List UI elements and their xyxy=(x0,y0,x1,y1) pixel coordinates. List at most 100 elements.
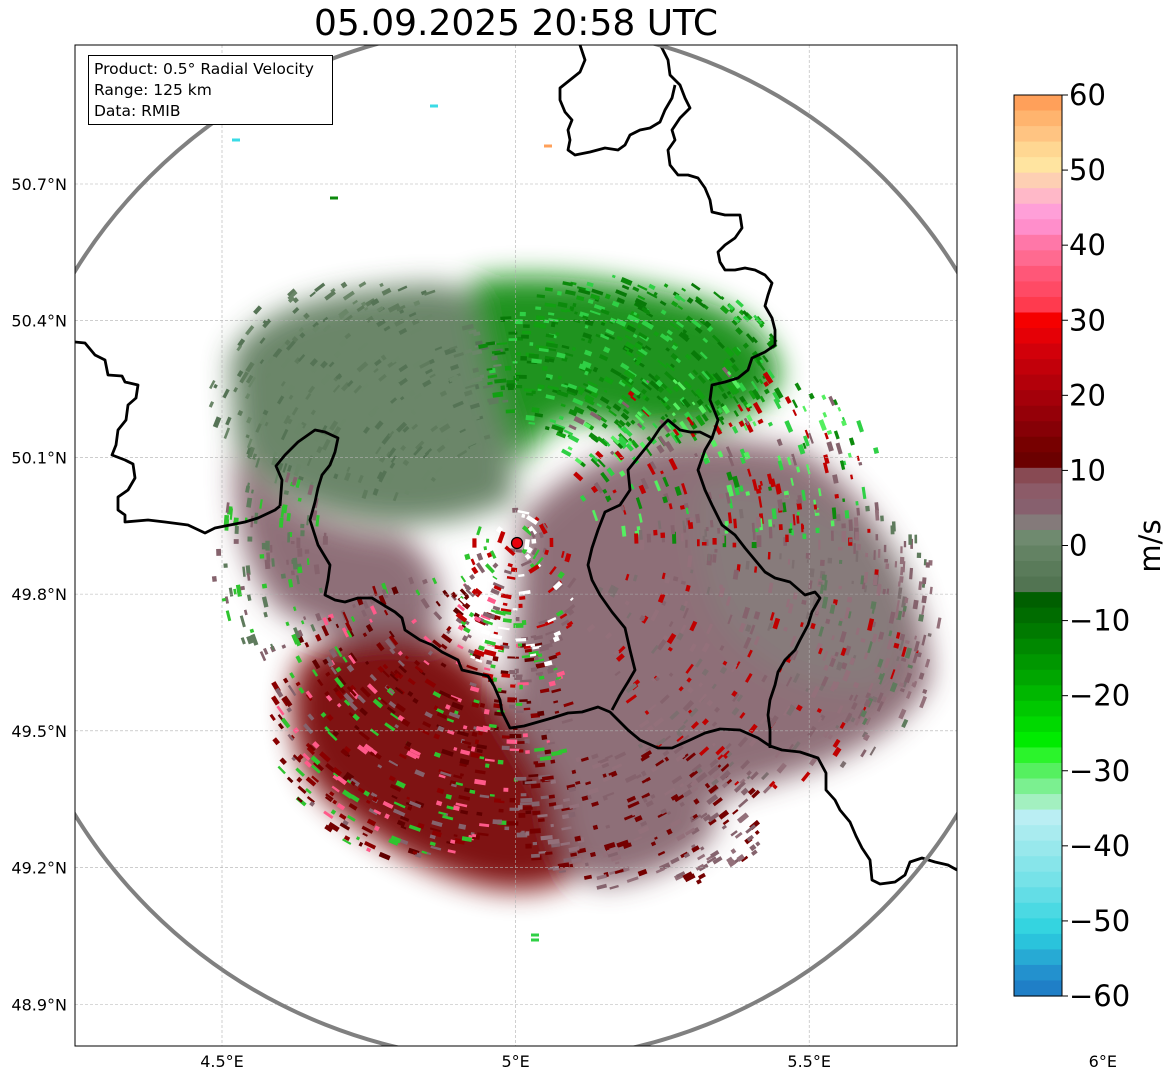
radar-echo-gate xyxy=(515,616,520,622)
radar-echo-gate xyxy=(421,470,431,481)
radar-echo-gate xyxy=(861,731,869,739)
radar-echo-gate xyxy=(644,446,653,457)
radar-echo-gate xyxy=(818,419,827,431)
radar-echo-gate xyxy=(551,688,562,694)
radar-echo-gate xyxy=(466,441,475,448)
radar-echo-gate xyxy=(832,738,841,749)
radar-echo-gate xyxy=(553,700,559,704)
radar-echo-gate xyxy=(665,362,675,372)
radar-echo-gate xyxy=(506,383,515,388)
radar-echo-gate xyxy=(685,752,696,762)
radar-echo-gate xyxy=(429,841,436,847)
radar-echo-gate xyxy=(731,363,740,373)
radar-echo-gate xyxy=(469,685,480,693)
radar-echo-gate xyxy=(610,854,622,862)
radar-echo-gate xyxy=(726,856,734,864)
radar-echo-gate xyxy=(508,704,516,709)
radar-echo-gate xyxy=(296,776,303,783)
radar-echo-gate xyxy=(927,632,932,637)
radar-echo-gate xyxy=(669,710,680,721)
radar-echo-gate xyxy=(796,499,800,504)
radar-echo-gate xyxy=(740,855,749,863)
radar-echo-gate xyxy=(246,573,251,581)
radar-echo-gate xyxy=(243,609,248,616)
radar-echo-gate xyxy=(606,846,620,855)
radar-echo-gate xyxy=(671,531,677,544)
radar-echo-gate xyxy=(650,765,659,773)
radar-echo-gate xyxy=(479,702,486,708)
radar-echo-gate xyxy=(726,484,734,497)
radar-echo-gate xyxy=(653,374,661,381)
radar-site-marker[interactable] xyxy=(510,536,524,550)
border-netherlands xyxy=(558,45,677,157)
radar-echo-gate xyxy=(395,780,406,789)
map-title: 05.09.2025 20:58 UTC xyxy=(313,3,719,44)
radar-echo-gate xyxy=(550,759,556,764)
radar-echo-gate xyxy=(665,442,675,453)
radar-echo-gate xyxy=(536,294,546,299)
lat-tick-label: 49.2°N xyxy=(11,859,67,878)
radar-echo-gate xyxy=(385,802,392,809)
radar-echo-gate xyxy=(474,587,483,596)
radar-echo-gate xyxy=(755,488,762,494)
radar-echo-gate xyxy=(333,473,339,480)
radar-echo-gate xyxy=(818,581,823,586)
radar-echo-gate xyxy=(731,707,740,716)
radar-echo-gate xyxy=(863,652,869,660)
radar-echo-gate xyxy=(884,558,889,563)
radar-echo-gate xyxy=(612,489,617,494)
radar-echo-gate xyxy=(681,398,691,408)
lat-tick-label: 50.1°N xyxy=(11,448,67,467)
radar-echo-gate xyxy=(342,656,348,663)
radar-echo-gate xyxy=(452,805,460,812)
radar-echo-gate xyxy=(473,615,482,623)
radar-echo-gate xyxy=(280,573,286,579)
radar-echo-gate xyxy=(726,751,733,758)
radar-echo-gate xyxy=(396,304,406,312)
radar-echo-gate xyxy=(801,489,807,501)
radar-echo-gate xyxy=(815,604,820,615)
radar-echo-gate xyxy=(414,393,422,400)
radar-echo-gate xyxy=(465,384,476,390)
radar-echo-gate xyxy=(385,472,395,485)
radar-echo-gate xyxy=(818,647,823,655)
radar-echo-gate xyxy=(694,452,699,458)
radar-echo-gate xyxy=(292,606,297,612)
radar-echo-gate xyxy=(586,384,599,394)
radar-echo-gate xyxy=(665,404,671,411)
radar-echo-gate xyxy=(520,679,532,683)
radar-echo-gate xyxy=(618,379,627,387)
radar-echo-gate xyxy=(751,388,762,401)
radar-echo-gate xyxy=(521,334,529,339)
radar-echo-gate xyxy=(632,286,640,292)
radar-echo-gate xyxy=(556,290,562,296)
radar-echo-gate xyxy=(580,461,586,468)
radar-echo-gate xyxy=(247,482,250,487)
radar-echo-gate xyxy=(542,523,548,530)
radar-echo-gate xyxy=(475,340,483,346)
radar-echo-gate xyxy=(816,707,822,714)
radar-echo-gate xyxy=(824,432,829,440)
colorbar-tick-label: 10 xyxy=(1069,453,1106,487)
radar-echo-gate xyxy=(726,383,737,396)
radar-echo-gate xyxy=(591,801,599,807)
radar-echo-gate xyxy=(655,379,664,387)
radar-echo-gate xyxy=(689,643,697,653)
colorbar-swatch xyxy=(1014,716,1062,733)
radar-echo-gate xyxy=(626,314,636,322)
radar-echo-gate xyxy=(462,626,471,634)
radar-echo-gate xyxy=(531,933,539,937)
radar-echo-gate xyxy=(607,495,612,501)
radar-echo-gate xyxy=(402,459,410,467)
radar-echo-gate xyxy=(533,658,545,663)
radar-echo-gate xyxy=(621,284,630,290)
radar-echo-gate xyxy=(602,794,608,801)
radar-echo-gate xyxy=(497,687,502,692)
radar-echo-gate xyxy=(589,411,602,421)
radar-echo-gate xyxy=(717,450,724,458)
radar-echo-gate xyxy=(585,781,592,786)
radar-echo-gate xyxy=(742,314,751,322)
radar-echo-gate xyxy=(291,336,299,343)
radar-echo-gate xyxy=(550,321,556,328)
radar-echo-gate xyxy=(610,367,622,377)
